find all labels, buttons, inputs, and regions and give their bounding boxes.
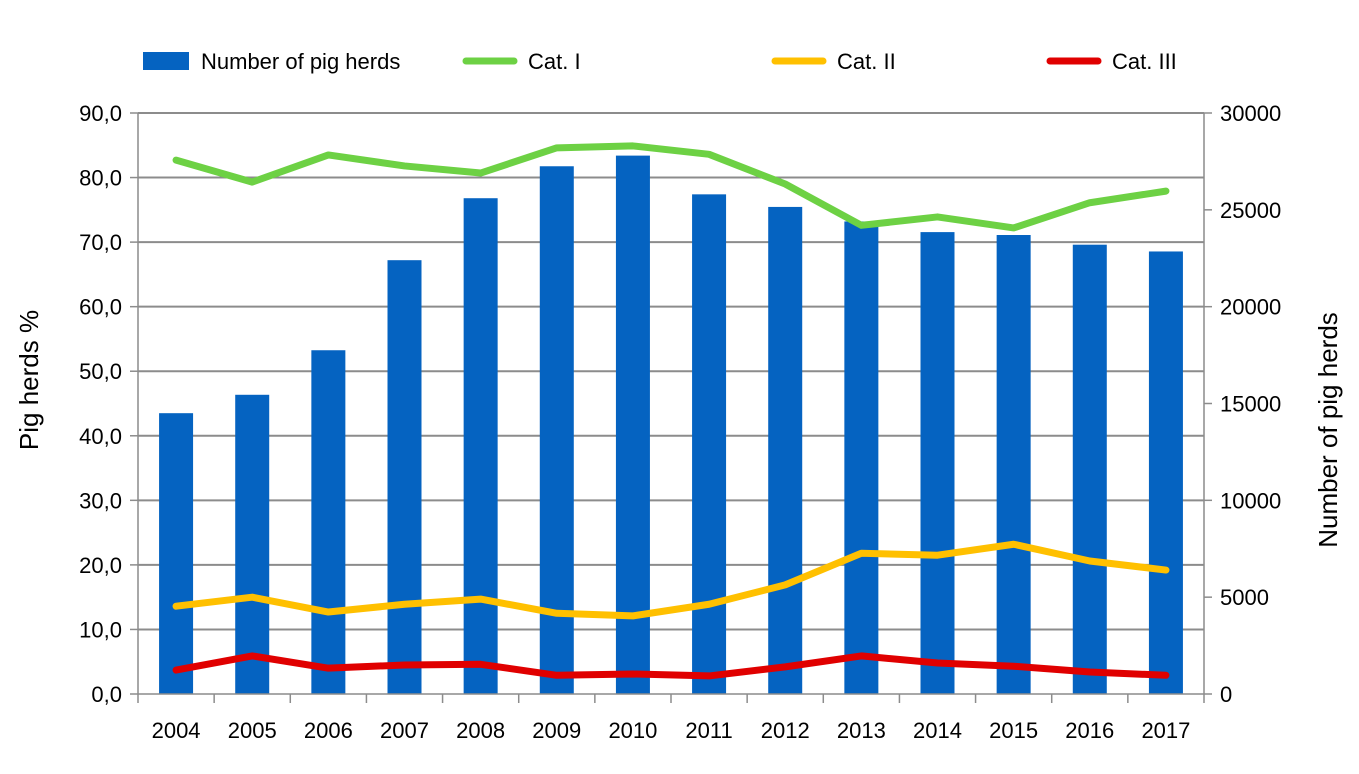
- x-tick-label: 2014: [913, 718, 962, 743]
- y2-tick-label: 30000: [1220, 101, 1281, 126]
- y-tick-label: 70,0: [79, 230, 122, 255]
- y-tick-label: 60,0: [79, 295, 122, 320]
- legend-label: Cat. I: [528, 49, 581, 74]
- x-tick-label: 2009: [532, 718, 581, 743]
- y-tick-label: 30,0: [79, 488, 122, 513]
- x-tick-label: 2004: [152, 718, 201, 743]
- y-tick-label: 0,0: [91, 682, 122, 707]
- bar: [1072, 244, 1107, 694]
- bar: [768, 206, 803, 694]
- legend: Number of pig herds Cat. I Cat. II Cat. III: [143, 49, 1177, 74]
- bar: [387, 260, 422, 694]
- bar: [1148, 251, 1183, 694]
- x-tick-label: 2010: [608, 718, 657, 743]
- y2-tick-label: 15000: [1220, 392, 1281, 417]
- lines: [172, 142, 1170, 680]
- bar: [920, 232, 955, 695]
- legend-label: Number of pig herds: [201, 49, 400, 74]
- line-cat-ii: [172, 540, 1170, 620]
- x-tick-label: 2012: [761, 718, 810, 743]
- x-tick-label: 2005: [228, 718, 277, 743]
- line-cat-iii: [172, 652, 1170, 680]
- y-tick-label: 10,0: [79, 617, 122, 642]
- bar: [463, 198, 498, 695]
- x-tick-label: 2015: [989, 718, 1038, 743]
- y-axis-label: Pig herds %: [14, 310, 44, 450]
- bars: [159, 155, 1183, 695]
- bar: [615, 155, 650, 694]
- bar: [311, 350, 346, 694]
- y2-tick-label: 0: [1220, 682, 1232, 707]
- x-tick-label: 2007: [380, 718, 429, 743]
- bar: [844, 221, 879, 694]
- y-tick-label: 20,0: [79, 553, 122, 578]
- x-tick-label: 2006: [304, 718, 353, 743]
- line-cat-i: [172, 142, 1170, 232]
- legend-label: Cat. II: [837, 49, 896, 74]
- y-tick-label: 80,0: [79, 166, 122, 191]
- x-tick-label: 2011: [685, 718, 732, 743]
- x-tick-label: 2017: [1141, 718, 1190, 743]
- y2-tick-label: 25000: [1220, 198, 1281, 223]
- bar: [692, 194, 727, 694]
- y2-tick-label: 10000: [1220, 488, 1281, 513]
- y-tick-label: 50,0: [79, 359, 122, 384]
- x-tick-label: 2008: [456, 718, 505, 743]
- bar: [235, 394, 270, 694]
- y-tick-label: 40,0: [79, 424, 122, 449]
- bar: [539, 166, 574, 695]
- x-tick-label: 2013: [837, 718, 886, 743]
- y2-tick-label: 20000: [1220, 295, 1281, 320]
- axes: 0,0 10,0 20,0 30,0 40,0 50,0 60,0 70,0 80,0 90,0 0…: [79, 101, 1281, 743]
- y2-axis-label: Number of pig herds: [1313, 312, 1343, 548]
- y-tick-label: 90,0: [79, 101, 122, 126]
- legend-swatch-bar: [143, 52, 189, 70]
- bar: [996, 235, 1031, 694]
- bar: [159, 413, 194, 694]
- x-tick-label: 2016: [1065, 718, 1114, 743]
- y2-tick-label: 5000: [1220, 585, 1269, 610]
- legend-label: Cat. III: [1112, 49, 1177, 74]
